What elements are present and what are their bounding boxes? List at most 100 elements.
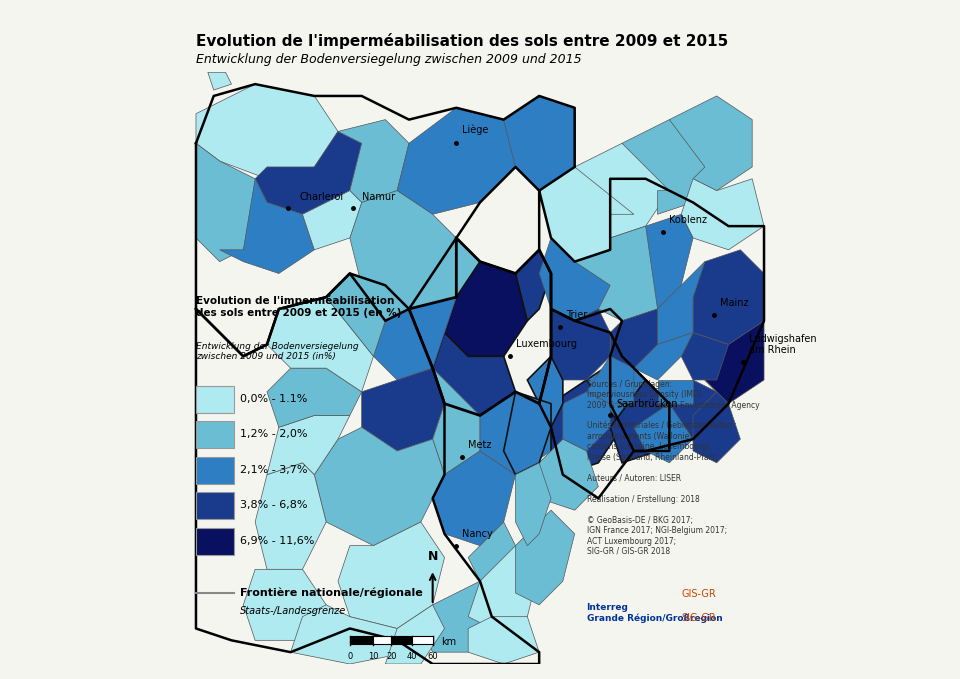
- Polygon shape: [468, 522, 516, 581]
- Text: Staats-/Landesgrenze: Staats-/Landesgrenze: [240, 606, 347, 616]
- Polygon shape: [267, 416, 349, 475]
- Polygon shape: [540, 439, 598, 510]
- Polygon shape: [540, 167, 634, 261]
- Text: Entwicklung der Bodenversiegelung
zwischen 2009 und 2015 (in%): Entwicklung der Bodenversiegelung zwisch…: [196, 342, 359, 361]
- FancyBboxPatch shape: [412, 636, 433, 644]
- Text: Trier: Trier: [565, 310, 588, 320]
- Text: GIS-GR

SIG-GR: GIS-GR SIG-GR: [682, 589, 716, 623]
- Text: Nancy: Nancy: [463, 529, 493, 538]
- Text: 20: 20: [386, 652, 396, 661]
- FancyBboxPatch shape: [349, 636, 373, 644]
- Polygon shape: [480, 392, 551, 475]
- Polygon shape: [658, 261, 705, 344]
- Text: Frontière nationale/régionale: Frontière nationale/régionale: [240, 588, 423, 598]
- Polygon shape: [504, 96, 575, 191]
- Polygon shape: [420, 581, 492, 652]
- Polygon shape: [611, 309, 658, 368]
- Polygon shape: [338, 522, 444, 629]
- Polygon shape: [362, 368, 444, 451]
- Text: km: km: [442, 636, 457, 646]
- Polygon shape: [267, 297, 373, 392]
- FancyBboxPatch shape: [373, 636, 392, 644]
- Polygon shape: [385, 605, 444, 664]
- Polygon shape: [314, 427, 444, 546]
- Text: Koblenz: Koblenz: [669, 215, 708, 225]
- Text: Sources / Grundlagen:
Imperviousness Density (IMD)
2009 & 2015, European Environ: Sources / Grundlagen: Imperviousness Den…: [587, 380, 759, 556]
- Text: Interreg
Grande Région/Großregion: Interreg Grande Région/Großregion: [587, 602, 722, 623]
- Polygon shape: [669, 380, 717, 439]
- Polygon shape: [373, 297, 456, 380]
- Polygon shape: [693, 250, 764, 344]
- Polygon shape: [243, 569, 326, 640]
- FancyBboxPatch shape: [196, 422, 234, 448]
- FancyBboxPatch shape: [196, 492, 234, 519]
- Polygon shape: [516, 463, 551, 546]
- Polygon shape: [397, 108, 516, 215]
- Text: 40: 40: [407, 652, 418, 661]
- FancyBboxPatch shape: [196, 528, 234, 555]
- Polygon shape: [587, 356, 634, 403]
- Polygon shape: [433, 333, 516, 416]
- Polygon shape: [551, 380, 622, 475]
- Polygon shape: [504, 392, 551, 475]
- Polygon shape: [693, 380, 740, 463]
- FancyBboxPatch shape: [196, 386, 234, 413]
- FancyBboxPatch shape: [392, 636, 412, 644]
- Polygon shape: [444, 261, 527, 356]
- Text: Luxembourg: Luxembourg: [516, 340, 577, 350]
- Text: 10: 10: [369, 652, 379, 661]
- Polygon shape: [646, 215, 693, 309]
- Text: Charleroi: Charleroi: [300, 191, 344, 202]
- Text: 3,8% - 6,8%: 3,8% - 6,8%: [240, 500, 308, 511]
- Polygon shape: [634, 403, 693, 463]
- Polygon shape: [563, 392, 611, 451]
- Text: 60: 60: [427, 652, 438, 661]
- Text: N: N: [427, 551, 438, 564]
- Text: Entwicklung der Bodenversiegelung zwischen 2009 und 2015: Entwicklung der Bodenversiegelung zwisch…: [196, 54, 582, 67]
- Polygon shape: [255, 132, 362, 215]
- Text: 2,1% - 3,7%: 2,1% - 3,7%: [240, 465, 308, 475]
- Polygon shape: [326, 274, 409, 356]
- Polygon shape: [527, 356, 563, 427]
- Polygon shape: [433, 368, 480, 475]
- Text: Evolution de l'imperméabilisation des sols entre 2009 et 2015: Evolution de l'imperméabilisation des so…: [196, 33, 729, 49]
- Text: 0: 0: [348, 652, 352, 661]
- Polygon shape: [575, 226, 669, 320]
- Polygon shape: [682, 179, 764, 250]
- Polygon shape: [705, 320, 764, 403]
- Polygon shape: [516, 510, 575, 605]
- Polygon shape: [291, 605, 409, 664]
- Polygon shape: [196, 143, 267, 261]
- Polygon shape: [433, 451, 516, 546]
- Polygon shape: [622, 120, 717, 215]
- Polygon shape: [196, 84, 338, 179]
- Polygon shape: [551, 309, 611, 380]
- Polygon shape: [682, 333, 729, 380]
- Polygon shape: [220, 179, 314, 274]
- Polygon shape: [634, 333, 693, 380]
- Polygon shape: [207, 72, 231, 90]
- Polygon shape: [575, 143, 669, 238]
- Polygon shape: [302, 191, 362, 250]
- Text: Liège: Liège: [463, 124, 489, 134]
- Polygon shape: [658, 380, 693, 403]
- Text: 0,0% - 1.1%: 0,0% - 1.1%: [240, 394, 308, 404]
- Polygon shape: [255, 463, 326, 569]
- Text: Metz: Metz: [468, 440, 492, 450]
- Text: Mainz: Mainz: [720, 298, 748, 308]
- Polygon shape: [468, 617, 540, 664]
- Polygon shape: [468, 546, 540, 629]
- FancyBboxPatch shape: [196, 457, 234, 483]
- Text: Namur: Namur: [362, 191, 395, 202]
- Text: Ludwigshafen
am Rhein: Ludwigshafen am Rhein: [749, 334, 817, 355]
- Text: 1,2% - 2,0%: 1,2% - 2,0%: [240, 429, 308, 439]
- Polygon shape: [267, 368, 362, 427]
- Polygon shape: [669, 96, 753, 191]
- Text: Saarbrücken: Saarbrücken: [616, 399, 678, 409]
- Polygon shape: [587, 356, 646, 427]
- Polygon shape: [338, 120, 409, 202]
- Text: Evolution de l'imperméabilisation
des sols entre 2009 et 2015 (en %): Evolution de l'imperméabilisation des so…: [196, 296, 401, 318]
- Polygon shape: [611, 380, 669, 463]
- Polygon shape: [456, 238, 551, 320]
- Polygon shape: [540, 238, 634, 320]
